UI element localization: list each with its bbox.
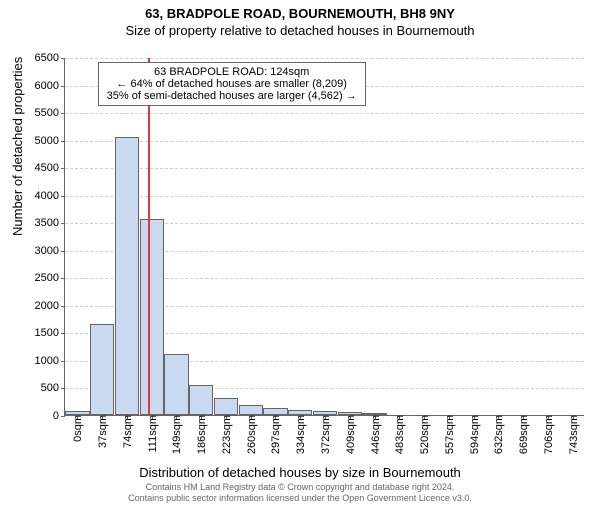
- footer-line2: Contains public sector information licen…: [0, 493, 600, 504]
- bar: [263, 408, 287, 415]
- xtick-label: 409sqm: [343, 415, 357, 454]
- xtick-label: 632sqm: [491, 415, 505, 454]
- footer-attribution: Contains HM Land Registry data © Crown c…: [0, 482, 600, 505]
- xtick-label: 334sqm: [293, 415, 307, 454]
- xtick-label: 669sqm: [516, 415, 530, 454]
- ytick-label: 6000: [35, 80, 65, 92]
- bar: [164, 354, 188, 415]
- ytick-label: 0: [53, 410, 65, 422]
- xtick-label: 446sqm: [368, 415, 382, 454]
- xtick-label: 557sqm: [442, 415, 456, 454]
- bar: [189, 385, 213, 415]
- ytick-label: 1500: [35, 327, 65, 339]
- gridline: [65, 141, 584, 142]
- xtick-label: 149sqm: [169, 415, 183, 454]
- ytick-label: 500: [41, 382, 65, 394]
- ytick-label: 3500: [35, 217, 65, 229]
- annotation-line1: 63 BRADPOLE ROAD: 124sqm: [107, 66, 357, 78]
- ytick-label: 5000: [35, 135, 65, 147]
- xtick-label: 594sqm: [467, 415, 481, 454]
- xtick-label: 297sqm: [268, 415, 282, 454]
- bar: [140, 219, 164, 415]
- gridline: [65, 113, 584, 114]
- ytick-label: 3000: [35, 245, 65, 257]
- xtick-label: 37sqm: [95, 415, 109, 448]
- marker-line: [148, 58, 150, 415]
- ytick-label: 4000: [35, 190, 65, 202]
- xtick-label: 260sqm: [244, 415, 258, 454]
- plot: 0500100015002000250030003500400045005000…: [64, 58, 584, 416]
- xtick-label: 111sqm: [145, 415, 159, 453]
- chart-container: 63, BRADPOLE ROAD, BOURNEMOUTH, BH8 9NY …: [0, 6, 600, 506]
- bar: [90, 324, 114, 415]
- ytick-label: 1000: [35, 355, 65, 367]
- chart-subtitle: Size of property relative to detached ho…: [0, 23, 600, 38]
- xtick-label: 0sqm: [70, 415, 84, 442]
- annotation-line3: 35% of semi-detached houses are larger (…: [107, 90, 357, 102]
- bar: [115, 137, 139, 415]
- bar: [214, 398, 238, 415]
- xtick-label: 743sqm: [566, 415, 580, 454]
- xtick-label: 706sqm: [541, 415, 555, 454]
- gridline: [65, 168, 584, 169]
- annotation-box: 63 BRADPOLE ROAD: 124sqm← 64% of detache…: [98, 62, 366, 106]
- gridline: [65, 196, 584, 197]
- x-axis-label: Distribution of detached houses by size …: [0, 465, 600, 480]
- ytick-label: 2000: [35, 300, 65, 312]
- xtick-label: 372sqm: [318, 415, 332, 454]
- xtick-label: 223sqm: [219, 415, 233, 454]
- chart-title: 63, BRADPOLE ROAD, BOURNEMOUTH, BH8 9NY: [0, 6, 600, 21]
- xtick-label: 186sqm: [194, 415, 208, 454]
- gridline: [65, 58, 584, 59]
- plot-area: 0500100015002000250030003500400045005000…: [64, 58, 584, 416]
- ytick-label: 4500: [35, 162, 65, 174]
- ytick-label: 6500: [35, 52, 65, 64]
- y-axis-label: Number of detached properties: [10, 57, 25, 236]
- ytick-label: 2500: [35, 272, 65, 284]
- ytick-label: 5500: [35, 107, 65, 119]
- annotation-line2: ← 64% of detached houses are smaller (8,…: [107, 78, 357, 90]
- xtick-label: 483sqm: [392, 415, 406, 454]
- xtick-label: 520sqm: [417, 415, 431, 454]
- bar: [239, 405, 263, 415]
- footer-line1: Contains HM Land Registry data © Crown c…: [0, 482, 600, 493]
- xtick-label: 74sqm: [120, 415, 134, 448]
